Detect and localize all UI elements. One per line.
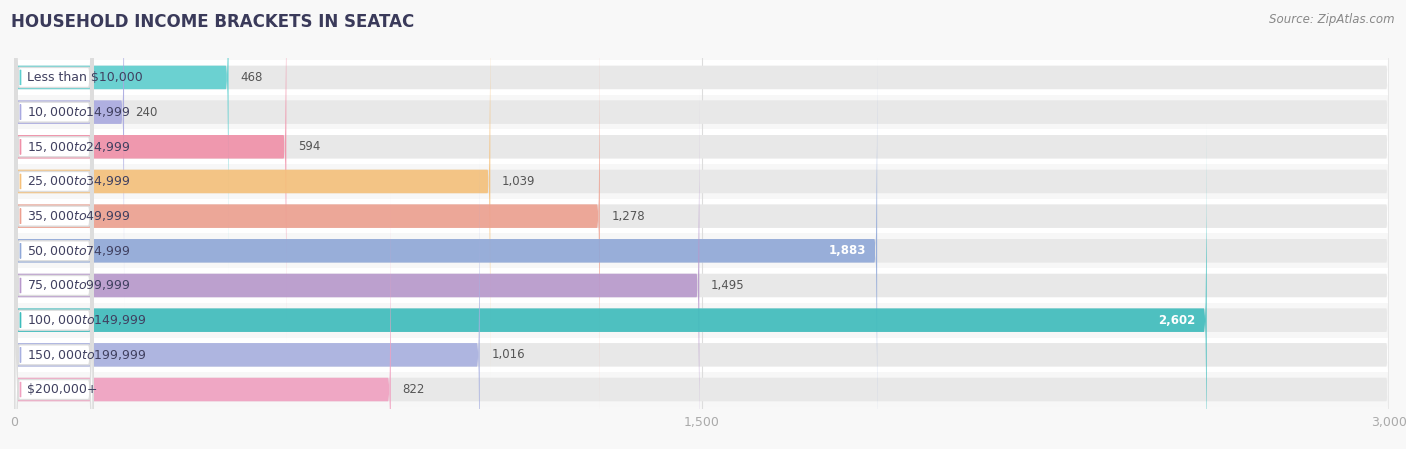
FancyBboxPatch shape [15,53,93,449]
Text: 2,602: 2,602 [1159,314,1195,327]
FancyBboxPatch shape [14,158,1389,449]
FancyBboxPatch shape [14,338,1389,372]
FancyBboxPatch shape [14,60,1389,95]
Text: $25,000 to $34,999: $25,000 to $34,999 [27,175,131,189]
FancyBboxPatch shape [14,0,124,308]
Text: $15,000 to $24,999: $15,000 to $24,999 [27,140,131,154]
FancyBboxPatch shape [14,303,1389,338]
FancyBboxPatch shape [14,20,1389,412]
FancyBboxPatch shape [14,55,1389,447]
FancyBboxPatch shape [15,18,93,449]
Text: HOUSEHOLD INCOME BRACKETS IN SEATAC: HOUSEHOLD INCOME BRACKETS IN SEATAC [11,13,415,31]
FancyBboxPatch shape [15,0,93,449]
Text: 1,495: 1,495 [711,279,744,292]
Text: 594: 594 [298,140,321,153]
FancyBboxPatch shape [14,124,1389,449]
Text: 1,278: 1,278 [612,210,645,223]
FancyBboxPatch shape [15,0,93,449]
FancyBboxPatch shape [14,372,1389,407]
Text: 1,016: 1,016 [491,348,524,361]
Text: Less than $10,000: Less than $10,000 [27,71,142,84]
FancyBboxPatch shape [14,193,391,449]
FancyBboxPatch shape [14,89,699,449]
FancyBboxPatch shape [14,0,287,343]
FancyBboxPatch shape [14,124,1206,449]
Text: $200,000+: $200,000+ [27,383,97,396]
FancyBboxPatch shape [14,193,1389,449]
Text: 1,039: 1,039 [502,175,536,188]
FancyBboxPatch shape [15,88,93,449]
FancyBboxPatch shape [14,233,1389,268]
Text: $75,000 to $99,999: $75,000 to $99,999 [27,278,131,292]
FancyBboxPatch shape [14,164,1389,199]
FancyBboxPatch shape [14,0,229,274]
FancyBboxPatch shape [15,0,93,449]
FancyBboxPatch shape [14,199,1389,233]
FancyBboxPatch shape [14,129,1389,164]
Text: 822: 822 [402,383,425,396]
FancyBboxPatch shape [14,89,1389,449]
FancyBboxPatch shape [14,0,1389,378]
Text: 1,883: 1,883 [828,244,866,257]
Text: 240: 240 [135,106,157,119]
Text: $10,000 to $14,999: $10,000 to $14,999 [27,105,131,119]
FancyBboxPatch shape [14,0,1389,274]
FancyBboxPatch shape [15,0,93,379]
FancyBboxPatch shape [14,95,1389,129]
FancyBboxPatch shape [14,0,491,378]
Text: $50,000 to $74,999: $50,000 to $74,999 [27,244,131,258]
FancyBboxPatch shape [14,20,600,412]
Text: $150,000 to $199,999: $150,000 to $199,999 [27,348,146,362]
Text: Source: ZipAtlas.com: Source: ZipAtlas.com [1270,13,1395,26]
FancyBboxPatch shape [14,158,479,449]
FancyBboxPatch shape [14,268,1389,303]
Text: $100,000 to $149,999: $100,000 to $149,999 [27,313,146,327]
FancyBboxPatch shape [15,0,93,449]
FancyBboxPatch shape [14,0,1389,343]
Text: 468: 468 [240,71,263,84]
Text: $35,000 to $49,999: $35,000 to $49,999 [27,209,131,223]
FancyBboxPatch shape [15,0,93,414]
FancyBboxPatch shape [15,0,93,449]
FancyBboxPatch shape [14,0,1389,308]
FancyBboxPatch shape [14,55,877,447]
